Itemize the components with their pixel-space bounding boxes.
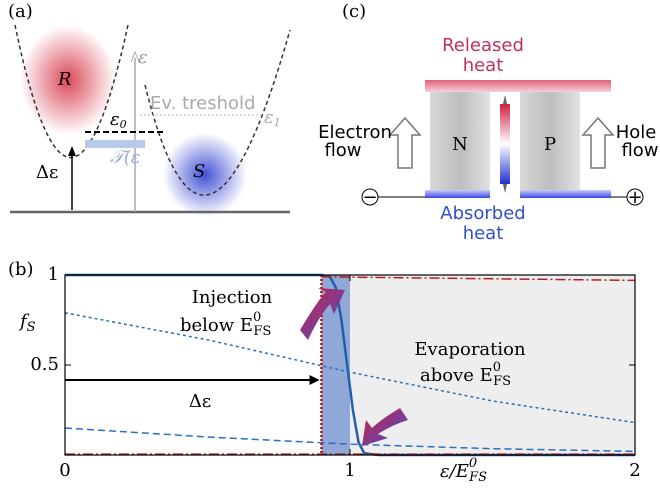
axis-label: ε xyxy=(138,47,148,68)
panel-label: (b) xyxy=(8,259,34,280)
text-part: 0 xyxy=(493,360,501,375)
released-label: heat xyxy=(463,55,504,76)
y-axis-label: fS xyxy=(18,311,36,335)
heat-arrow xyxy=(500,104,510,184)
panel-a: (a) ε Ev. treshold ε1 ε0 𝒯(ε Δε R S xyxy=(8,1,290,217)
hole-flow: flow xyxy=(621,140,658,161)
x-tick-label: 1 xyxy=(344,460,355,481)
epsilon0: ε0 xyxy=(110,109,127,131)
released-label: Released xyxy=(442,35,524,56)
y-tick-label: 1 xyxy=(48,264,59,285)
flow-arrow xyxy=(583,118,613,168)
text-part: FS xyxy=(253,324,271,339)
n-label: N xyxy=(452,134,468,155)
text-part: above E xyxy=(420,365,493,386)
epsilon1: ε1 xyxy=(264,107,281,129)
absorbed-label: Absorbed xyxy=(440,203,525,224)
threshold-label: Ev. treshold xyxy=(150,93,255,114)
t: 0 xyxy=(120,118,127,131)
electron-flow: flow xyxy=(324,140,361,161)
annotation: Evaporation xyxy=(414,339,526,360)
x-tick-label: 0 xyxy=(59,460,70,481)
text-part: S xyxy=(27,320,36,335)
plus: + xyxy=(627,187,642,208)
t: ε xyxy=(110,109,120,130)
panel-label: (a) xyxy=(8,1,33,22)
t: 1 xyxy=(274,116,281,129)
arrowhead xyxy=(68,146,76,156)
figure: (a) ε Ev. treshold ε1 ε0 𝒯(ε Δε R S (c) … xyxy=(0,0,660,493)
absorbed-label: heat xyxy=(463,223,504,244)
text-part: ε/E xyxy=(440,461,469,482)
annotation: Injection xyxy=(192,287,273,308)
hot-plate xyxy=(425,80,611,92)
text-part: FS xyxy=(493,374,511,389)
text-part: below E xyxy=(180,315,253,336)
r-label: R xyxy=(57,69,72,90)
transmission-label: 𝒯(ε xyxy=(110,147,140,168)
minus: − xyxy=(362,187,377,208)
cold-plate xyxy=(425,190,490,198)
s-label: S xyxy=(193,161,205,182)
cold-plate xyxy=(520,190,611,198)
delta-label: Δε xyxy=(36,162,58,183)
x-tick-label: 2 xyxy=(629,460,640,481)
t: ε xyxy=(264,107,274,128)
panel-c: (c) Released heat N P Electron flow Hole… xyxy=(318,1,658,244)
p-label: P xyxy=(544,134,556,155)
arrowhead xyxy=(310,375,320,385)
text-part: FS xyxy=(468,470,487,485)
panel-label: (c) xyxy=(342,1,366,22)
flow-arrow xyxy=(390,118,420,168)
y-tick-label: 0.5 xyxy=(30,354,59,375)
text-part: 0 xyxy=(253,310,261,325)
annotation: Δε xyxy=(189,391,211,412)
text-part: 0 xyxy=(469,456,477,471)
